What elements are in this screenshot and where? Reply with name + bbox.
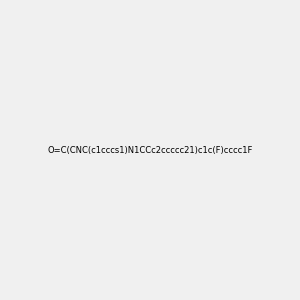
Text: O=C(CNC(c1cccs1)N1CCc2ccccc21)c1c(F)cccc1F: O=C(CNC(c1cccs1)N1CCc2ccccc21)c1c(F)cccc… [47, 146, 253, 154]
